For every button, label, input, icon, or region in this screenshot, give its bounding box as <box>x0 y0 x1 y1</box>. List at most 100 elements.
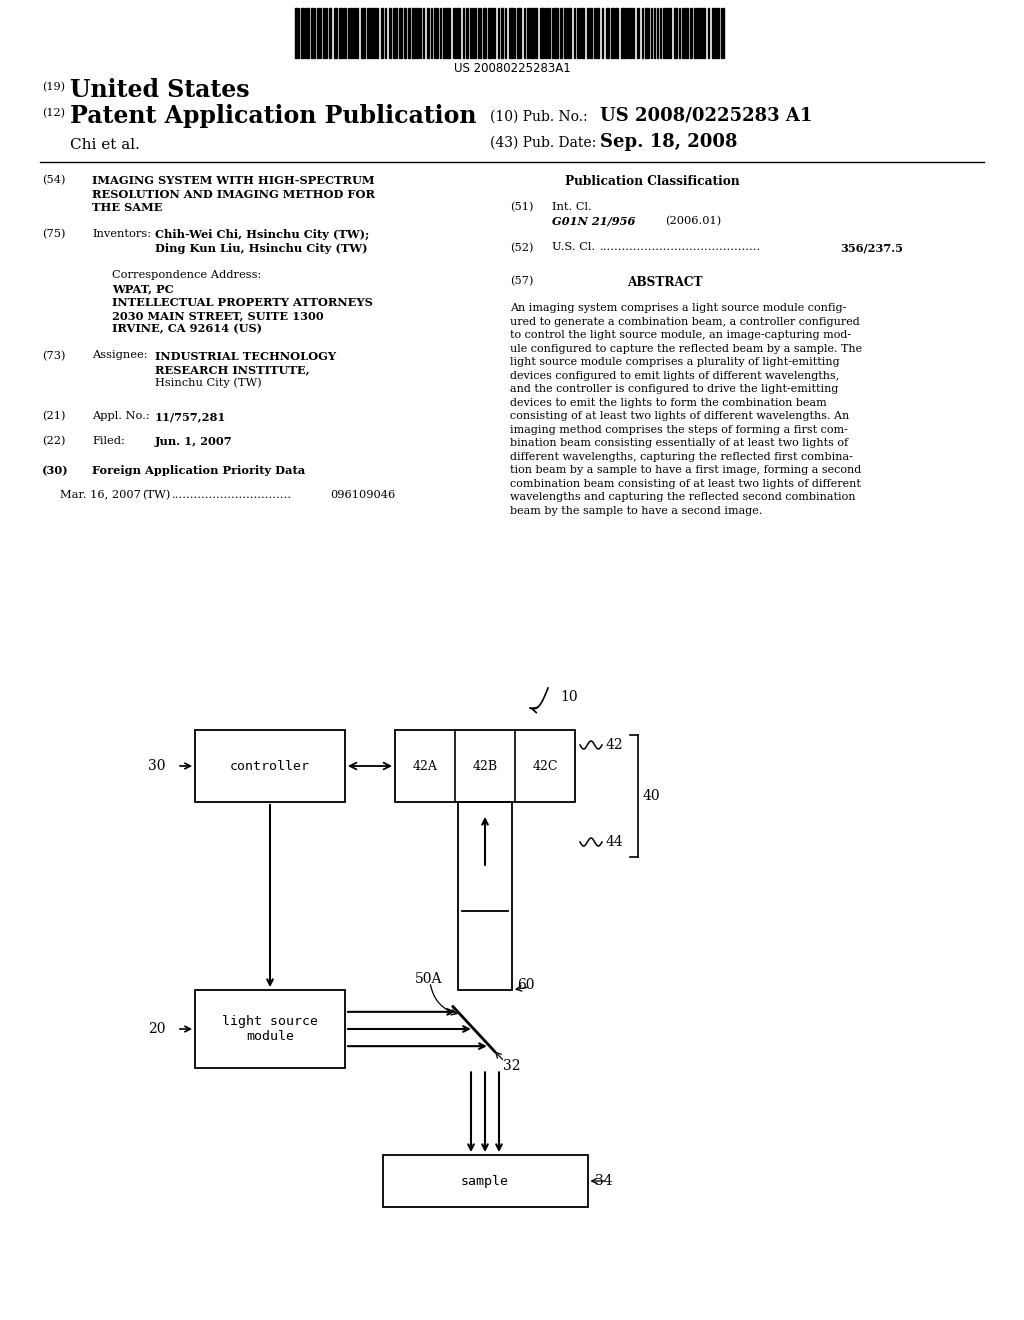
Bar <box>329 8 331 58</box>
Text: 34: 34 <box>596 1173 613 1188</box>
Text: Foreign Application Priority Data: Foreign Application Priority Data <box>92 465 305 477</box>
Text: 42B: 42B <box>472 759 498 772</box>
Bar <box>350 8 352 58</box>
Text: IRVINE, CA 92614 (US): IRVINE, CA 92614 (US) <box>112 323 262 334</box>
Text: wavelengths and capturing the reflected second combination: wavelengths and capturing the reflected … <box>510 492 855 502</box>
Bar <box>372 8 375 58</box>
Bar <box>483 8 486 58</box>
Bar <box>630 8 632 58</box>
Bar <box>535 8 537 58</box>
Bar <box>597 8 599 58</box>
Text: 42A: 42A <box>413 759 437 772</box>
Text: (21): (21) <box>42 412 66 421</box>
Text: Correspondence Address:: Correspondence Address: <box>112 269 261 280</box>
Bar <box>361 8 365 58</box>
Text: An imaging system comprises a light source module config-: An imaging system comprises a light sour… <box>510 304 847 313</box>
Bar <box>353 8 355 58</box>
Text: US 20080225283A1: US 20080225283A1 <box>454 62 570 75</box>
Bar <box>669 8 671 58</box>
Bar <box>395 8 397 58</box>
Text: G01N 21/956: G01N 21/956 <box>552 215 635 227</box>
Text: to control the light source module, an image-capturing mod-: to control the light source module, an i… <box>510 330 851 341</box>
Text: controller: controller <box>230 759 310 772</box>
Bar <box>383 1155 588 1206</box>
Text: ................................: ................................ <box>172 490 292 499</box>
Bar <box>434 8 436 58</box>
Text: 42C: 42C <box>532 759 558 772</box>
Bar <box>582 8 584 58</box>
Text: different wavelengths, capturing the reflected first combina-: different wavelengths, capturing the ref… <box>510 451 853 462</box>
Text: Publication Classification: Publication Classification <box>565 176 739 187</box>
Bar <box>466 8 468 58</box>
Text: RESEARCH INSTITUTE,: RESEARCH INSTITUTE, <box>155 364 309 375</box>
Bar <box>527 8 530 58</box>
Bar <box>645 8 649 58</box>
Text: INDUSTRIAL TECHNOLOGY: INDUSTRIAL TECHNOLOGY <box>155 351 336 362</box>
Bar <box>637 8 639 58</box>
Bar <box>548 8 550 58</box>
Text: Inventors:: Inventors: <box>92 228 151 239</box>
Bar <box>474 8 476 58</box>
Text: (2006.01): (2006.01) <box>665 215 721 226</box>
Bar <box>674 8 677 58</box>
Text: and the controller is configured to drive the light-emitting: and the controller is configured to driv… <box>510 384 839 395</box>
Text: (51): (51) <box>510 202 534 213</box>
Bar <box>685 8 688 58</box>
Bar <box>509 8 513 58</box>
Text: ...........................................: ........................................… <box>600 243 761 252</box>
Bar <box>311 8 313 58</box>
Text: United States: United States <box>70 78 250 102</box>
Bar <box>457 8 460 58</box>
Bar <box>389 8 391 58</box>
Text: US 2008/0225283 A1: US 2008/0225283 A1 <box>600 107 812 125</box>
Text: 10: 10 <box>560 690 578 704</box>
Bar <box>699 8 702 58</box>
Text: U.S. Cl.: U.S. Cl. <box>552 243 595 252</box>
Text: 50A: 50A <box>415 972 442 986</box>
Bar <box>540 8 544 58</box>
Text: (75): (75) <box>42 228 66 239</box>
Bar <box>376 8 378 58</box>
Text: module: module <box>246 1030 294 1043</box>
Text: ABSTRACT: ABSTRACT <box>628 276 702 289</box>
Text: Hsinchu City (TW): Hsinchu City (TW) <box>155 378 262 388</box>
Text: 40: 40 <box>643 789 660 803</box>
Text: consisting of at least two lights of different wavelengths. An: consisting of at least two lights of dif… <box>510 412 849 421</box>
Text: 2030 MAIN STREET, SUITE 1300: 2030 MAIN STREET, SUITE 1300 <box>112 310 324 321</box>
Bar <box>531 8 534 58</box>
Bar <box>568 8 571 58</box>
Bar <box>560 8 562 58</box>
Text: Sep. 18, 2008: Sep. 18, 2008 <box>600 133 737 150</box>
Text: light source: light source <box>222 1015 318 1028</box>
Bar <box>554 8 558 58</box>
Text: combination beam consisting of at least two lights of different: combination beam consisting of at least … <box>510 479 861 488</box>
Text: Filed:: Filed: <box>92 436 125 446</box>
Text: devices to emit the lights to form the combination beam: devices to emit the lights to form the c… <box>510 397 826 408</box>
Bar <box>356 8 358 58</box>
Bar <box>611 8 614 58</box>
Text: (57): (57) <box>510 276 534 286</box>
Bar <box>579 8 581 58</box>
Bar <box>427 8 429 58</box>
Bar <box>621 8 625 58</box>
Text: Ding Kun Liu, Hsinchu City (TW): Ding Kun Liu, Hsinchu City (TW) <box>155 243 368 253</box>
Bar <box>594 8 596 58</box>
Text: WPAT, PC: WPAT, PC <box>112 282 174 294</box>
Text: (10) Pub. No.:: (10) Pub. No.: <box>490 110 588 124</box>
Bar <box>416 8 419 58</box>
Text: (22): (22) <box>42 436 66 446</box>
Text: sample: sample <box>461 1175 509 1188</box>
Text: light source module comprises a plurality of light-emitting: light source module comprises a pluralit… <box>510 358 840 367</box>
Text: (43) Pub. Date:: (43) Pub. Date: <box>490 136 596 150</box>
Text: THE SAME: THE SAME <box>92 202 163 213</box>
Text: 30: 30 <box>148 759 166 774</box>
Bar <box>517 8 521 58</box>
Bar <box>717 8 719 58</box>
Bar <box>334 8 337 58</box>
Text: (54): (54) <box>42 176 66 185</box>
Text: 42: 42 <box>606 738 624 752</box>
Text: (19): (19) <box>42 82 65 92</box>
Text: 11/757,281: 11/757,281 <box>155 412 226 422</box>
Text: (73): (73) <box>42 351 66 360</box>
Bar <box>195 990 345 1068</box>
